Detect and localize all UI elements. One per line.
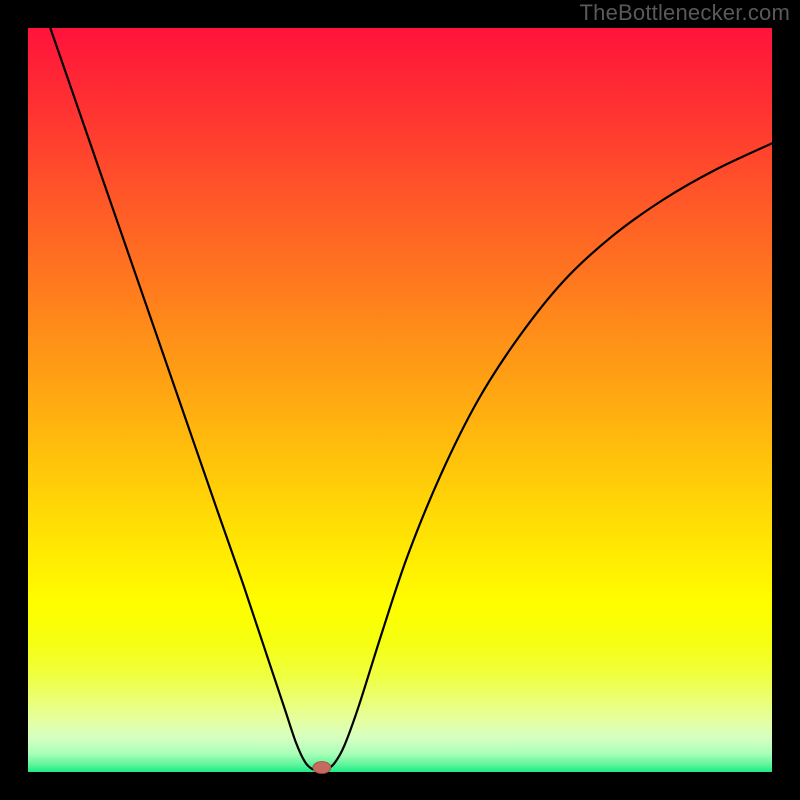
watermark-text: TheBottlenecker.com: [580, 0, 790, 26]
plot-background: [28, 28, 772, 772]
chart-svg: [0, 0, 800, 800]
optimum-marker: [313, 762, 331, 774]
chart-container: TheBottlenecker.com: [0, 0, 800, 800]
